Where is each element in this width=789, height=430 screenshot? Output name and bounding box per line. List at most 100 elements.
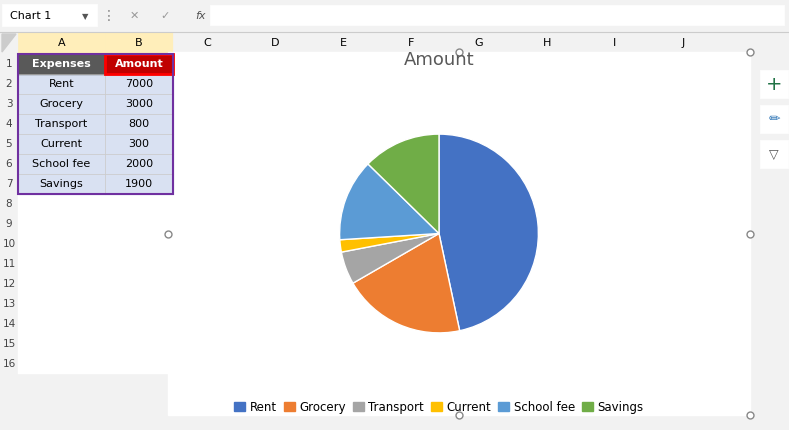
Text: ✏: ✏ (768, 112, 780, 126)
Bar (18, 54, 105, 74)
Bar (18, 354, 105, 374)
Bar (168, 52, 750, 415)
Bar (649, 314, 717, 334)
Bar (18, 154, 105, 174)
Bar (445, 114, 513, 134)
Bar (0, 254, 18, 274)
Bar (105, 174, 173, 194)
Text: 10: 10 (2, 239, 16, 249)
Bar (241, 94, 309, 114)
Bar (173, 154, 241, 174)
Bar (581, 194, 649, 214)
Bar (377, 274, 445, 294)
Bar (241, 314, 309, 334)
Bar (309, 154, 377, 174)
Bar (377, 54, 445, 74)
Bar (445, 32, 513, 54)
Bar (2, 4, 97, 26)
Bar (210, 5, 784, 25)
Bar (445, 294, 513, 314)
Bar (18, 74, 105, 94)
Bar (309, 314, 377, 334)
Bar (0, 174, 18, 194)
Bar (241, 234, 309, 254)
Bar (649, 74, 717, 94)
Bar (18, 134, 105, 154)
Bar (377, 294, 445, 314)
Bar (105, 94, 173, 114)
Bar (18, 114, 105, 134)
Bar (0, 94, 18, 114)
Bar (18, 194, 105, 214)
Bar (513, 194, 581, 214)
Bar (377, 314, 445, 334)
Bar (445, 214, 513, 234)
Bar (377, 94, 445, 114)
Bar (105, 54, 173, 74)
Bar (18, 174, 105, 194)
Bar (0, 354, 18, 374)
Bar (581, 94, 649, 114)
Bar (105, 254, 173, 274)
Bar (241, 254, 309, 274)
Bar (581, 54, 649, 74)
Bar (309, 234, 377, 254)
Bar (105, 134, 173, 154)
Bar (649, 194, 717, 214)
Bar (377, 154, 445, 174)
Bar (649, 32, 717, 54)
Bar (309, 94, 377, 114)
Bar (0, 0, 789, 32)
Bar (0, 54, 18, 74)
Text: ✕: ✕ (130, 11, 140, 21)
Text: 7: 7 (6, 179, 13, 189)
Text: Transport: Transport (36, 119, 88, 129)
Bar (105, 174, 173, 194)
Bar (105, 134, 173, 154)
Bar (760, 105, 788, 133)
Text: ▼: ▼ (82, 12, 88, 22)
Bar (105, 74, 173, 94)
Bar (105, 354, 173, 374)
Text: A: A (58, 38, 65, 48)
Bar (241, 114, 309, 134)
Text: 2000: 2000 (125, 159, 153, 169)
Text: 11: 11 (2, 259, 16, 269)
Bar (649, 134, 717, 154)
Bar (377, 354, 445, 374)
Bar (173, 114, 241, 134)
Text: H: H (543, 38, 552, 48)
Bar (513, 214, 581, 234)
Bar (105, 214, 173, 234)
Bar (513, 134, 581, 154)
Bar (105, 114, 173, 134)
Bar (445, 314, 513, 334)
Bar (241, 334, 309, 354)
Bar (105, 54, 173, 74)
Bar (581, 294, 649, 314)
Text: 13: 13 (2, 299, 16, 309)
Bar (445, 154, 513, 174)
Bar (581, 32, 649, 54)
Bar (513, 334, 581, 354)
Bar (581, 254, 649, 274)
Bar (18, 174, 105, 194)
Text: Chart 1: Chart 1 (10, 11, 51, 21)
Bar (445, 334, 513, 354)
Bar (649, 94, 717, 114)
Bar (241, 54, 309, 74)
Bar (18, 334, 105, 354)
Bar (377, 194, 445, 214)
Bar (309, 354, 377, 374)
Bar (173, 294, 241, 314)
Bar (105, 134, 173, 154)
Bar (377, 234, 445, 254)
Text: +: + (766, 74, 782, 93)
Text: B: B (135, 38, 143, 48)
Bar (105, 314, 173, 334)
Text: 3000: 3000 (125, 99, 153, 109)
Bar (309, 134, 377, 154)
Bar (18, 314, 105, 334)
Text: 14: 14 (2, 319, 16, 329)
Text: School fee: School fee (32, 159, 91, 169)
